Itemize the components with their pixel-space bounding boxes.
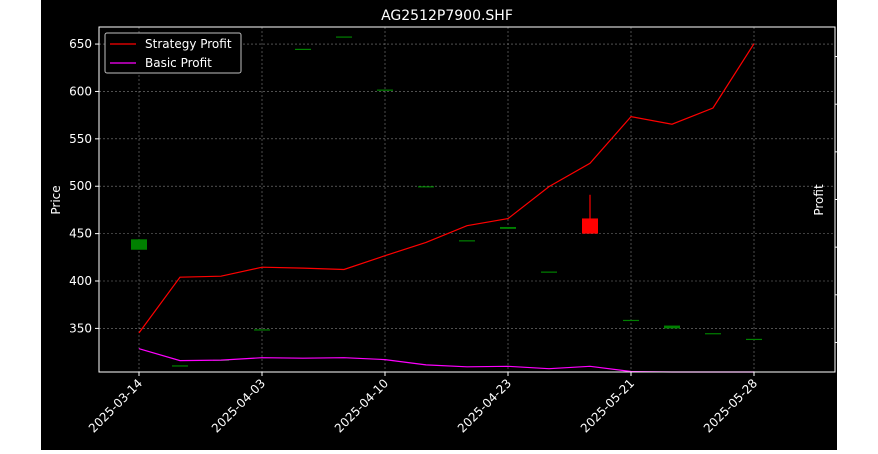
candlesticks — [131, 36, 762, 367]
candle-body-8 — [459, 240, 475, 242]
legend-label-basic: Basic Profit — [145, 56, 212, 70]
x-tick-label-2: 2025-04-10 — [332, 376, 391, 435]
profit-lines — [138, 43, 755, 373]
candle-body-13 — [664, 325, 680, 329]
left-y-tick-label-6: 650 — [69, 37, 92, 51]
candle-body-1 — [172, 365, 188, 367]
left-y-tick-label-3: 500 — [69, 179, 92, 193]
candle-body-14 — [705, 333, 721, 335]
x-tick-label-5: 2025-05-28 — [701, 376, 760, 435]
grid-lines — [99, 27, 835, 372]
x-tick-label-4: 2025-05-21 — [578, 376, 637, 435]
chart-title: AG2512P7900.SHF — [381, 8, 513, 24]
left-y-tick-label-5: 600 — [69, 84, 92, 98]
legend-box — [104, 32, 242, 74]
series-line-basic-profit — [138, 348, 754, 373]
x-axis: 2025-03-14 2025-04-03 2025-04-10 2025-04-23… — [86, 372, 760, 435]
candle-body-3 — [254, 329, 270, 331]
left-y-tick-label-2: 450 — [69, 227, 92, 241]
left-y-tick-label-4: 550 — [69, 132, 92, 146]
candle-body-9 — [500, 226, 516, 229]
left-y-tick-label-1: 400 — [69, 274, 92, 288]
chart-figure: AG2512P7900.SHF 2025-03-14 2025-04-03 2025… — [41, 0, 849, 450]
plot-frame — [98, 26, 836, 373]
x-tick-label-0: 2025-03-14 — [86, 376, 145, 435]
candle-body-15 — [746, 338, 762, 341]
left-y-tick-label-0: 350 — [69, 321, 92, 335]
left-y-axis: 350 400 450 500 550 600 650 — [69, 37, 99, 335]
candle-body-11 — [582, 218, 598, 234]
series-line-strategy-profit — [138, 43, 755, 334]
x-tick-label-3: 2025-04-23 — [455, 376, 514, 435]
candle-body-4 — [295, 48, 311, 50]
chart-svg: AG2512P7900.SHF 2025-03-14 2025-04-03 2025… — [49, 8, 849, 435]
candle-body-6 — [377, 89, 393, 91]
left-y-axis-label: Price — [49, 185, 63, 214]
candle-body-7 — [418, 186, 434, 188]
candle-body-10 — [541, 271, 557, 273]
x-tick-label-1: 2025-04-03 — [209, 376, 268, 435]
candle-body-5 — [336, 36, 352, 38]
legend-label-strategy: Strategy Profit — [145, 37, 232, 51]
legend: Strategy Profit Basic Profit — [104, 32, 242, 74]
right-y-axis-label: Profit — [812, 184, 826, 216]
candle-body-0 — [131, 239, 147, 250]
candle-body-12 — [623, 319, 639, 322]
